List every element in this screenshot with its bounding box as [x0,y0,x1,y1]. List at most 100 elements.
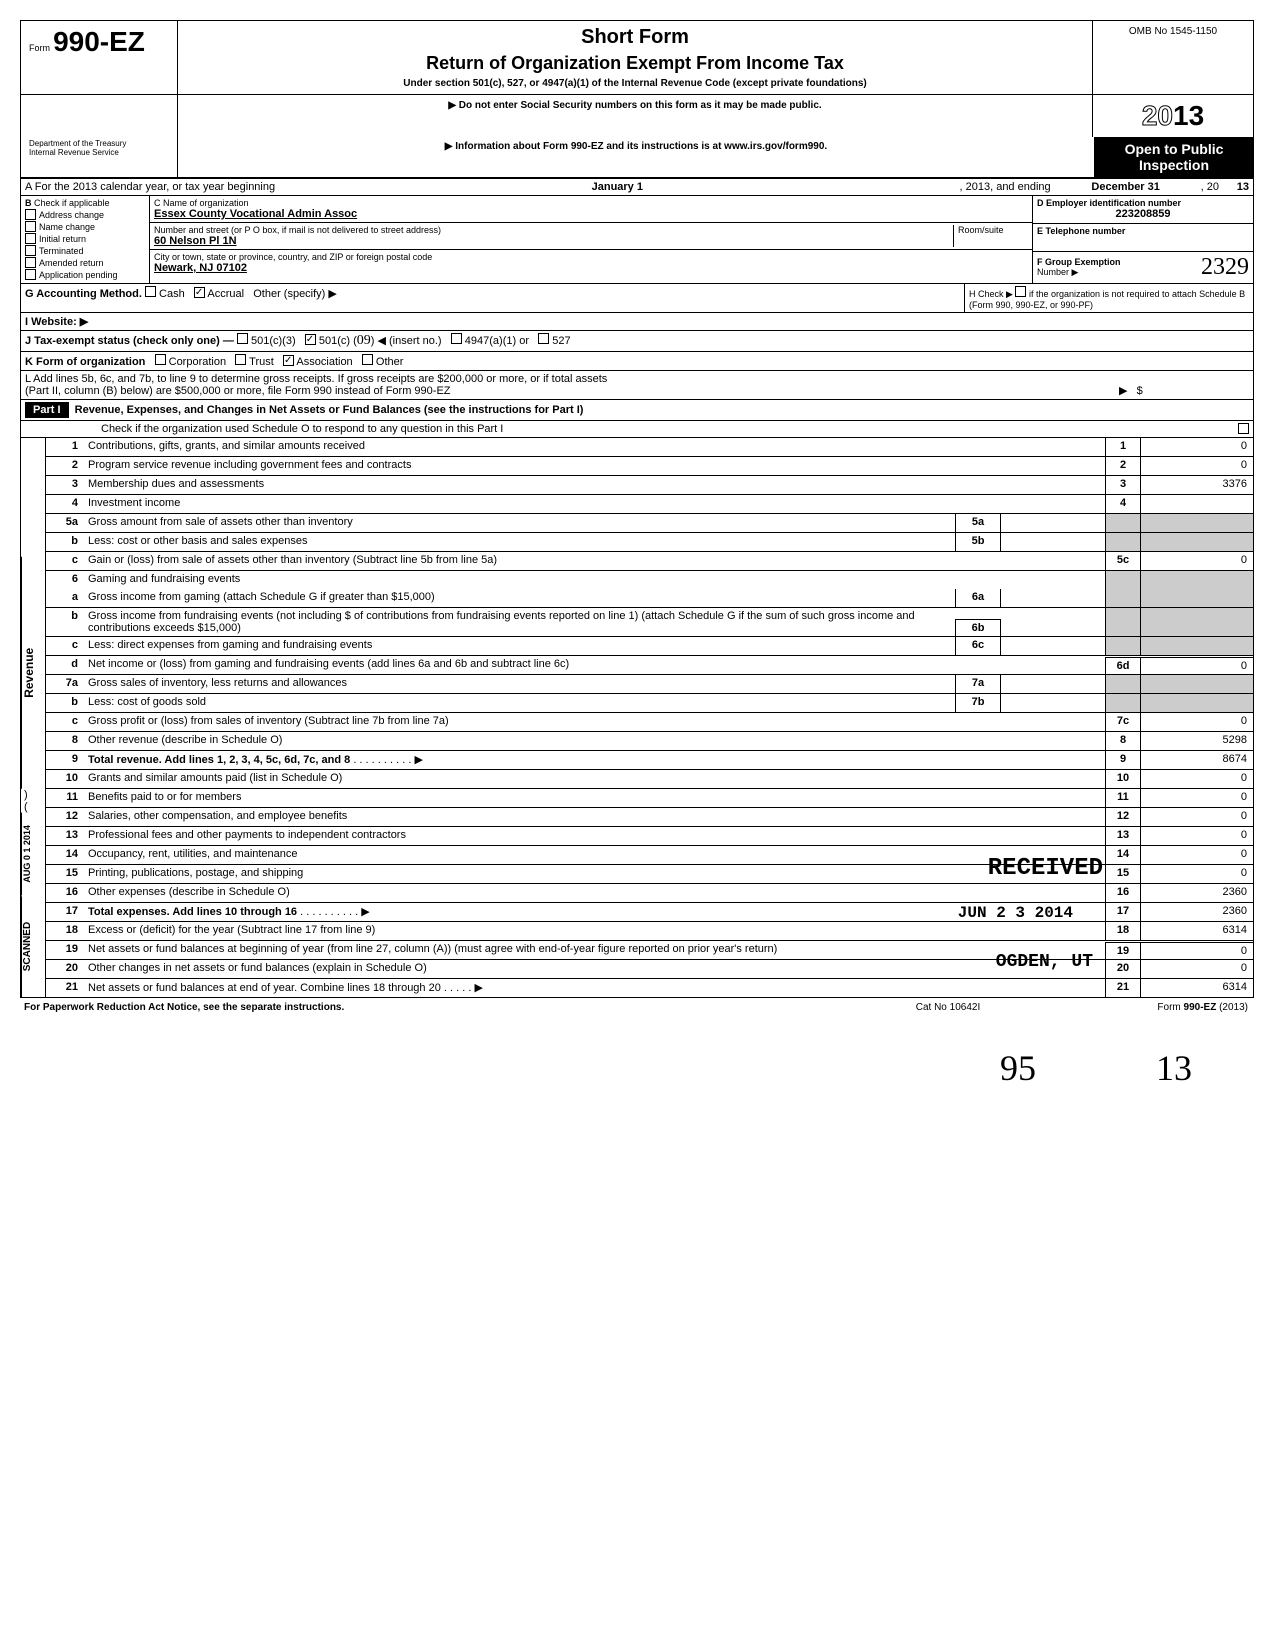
c-label: C Name of organization [154,198,1028,208]
line-5c: c Gain or (loss) from sale of assets oth… [46,552,1253,571]
l8-n: 8 [46,732,84,750]
line-21: 21 Net assets or fund balances at end of… [46,979,1253,997]
checkbox-501c3[interactable] [237,333,248,344]
spacer [21,95,178,137]
checkbox-name[interactable] [25,221,36,232]
rowA-end: December 31 [1051,181,1201,193]
l11-v: 0 [1140,789,1253,807]
l8-d: Other revenue (describe in Schedule O) [84,732,1105,750]
l9-v: 8674 [1140,751,1253,769]
j-a1: 4947(a)(1) or [465,335,529,347]
line-10: 10 Grants and similar amounts paid (list… [46,770,1253,789]
part1-check-row: Check if the organization used Schedule … [21,421,1253,438]
checkbox-corp[interactable] [155,354,166,365]
checkbox-amended[interactable] [25,257,36,268]
l5a-bs [1105,514,1140,532]
checkbox-trust[interactable] [235,354,246,365]
b-item-3: Terminated [39,246,84,256]
l13-b: 13 [1105,827,1140,845]
l4-b: 4 [1105,495,1140,513]
l5b-vs [1140,533,1253,551]
l7a-n: 7a [46,675,84,693]
checkbox-4947[interactable] [451,333,462,344]
checkbox-accrual[interactable] [194,287,205,298]
l5c-d: Gain or (loss) from sale of assets other… [84,552,1105,570]
checkbox-address[interactable] [25,209,36,220]
line-6a: a Gross income from gaming (attach Sched… [46,589,1253,608]
c-street: 60 Nelson Pl 1N [154,235,953,247]
l2-b: 2 [1105,457,1140,475]
l20-n: 20 [46,960,84,978]
b-item-2: Initial return [39,234,86,244]
dept2: Internal Revenue Service [29,148,169,157]
l6c-ib: 6c [955,637,1001,655]
row-i: I Website: ▶ [21,313,1253,331]
l12-d: Salaries, other compensation, and employ… [84,808,1105,826]
checkbox-assoc[interactable] [283,355,294,366]
b-header: B [25,198,32,208]
checkbox-pending[interactable] [25,269,36,280]
c-street-row: Number and street (or P O box, if mail i… [150,223,1032,250]
l4-v [1140,495,1253,513]
c-city-row: City or town, state or province, country… [150,250,1032,276]
l19-n: 19 [46,941,84,959]
l7a-bs [1105,675,1140,693]
footer-mid: Cat No 10642I [848,1002,1048,1013]
c-name: Essex County Vocational Admin Assoc [154,208,1028,220]
l6c-d: Less: direct expenses from gaming and fu… [84,637,955,655]
l14-b: 14 [1105,846,1140,864]
l5a-iv [1001,514,1105,532]
col-b: B Check if applicable Address change Nam… [21,196,150,283]
l12-n: 12 [46,808,84,826]
hand-95: 95 [1000,1047,1036,1089]
checkbox-initial[interactable] [25,233,36,244]
return-title: Return of Organization Exempt From Incom… [183,53,1087,74]
l17-n: 17 [46,903,84,921]
k-assoc: Association [296,356,352,368]
checkbox-h[interactable] [1015,286,1026,297]
checkbox-part1[interactable] [1238,423,1249,434]
inspection: Inspection [1099,157,1249,173]
l14-d: Occupancy, rent, utilities, and maintena… [84,846,1105,864]
j-cend: ) ◀ (insert no.) [371,335,442,347]
l-text1: L Add lines 5b, 6c, and 7b, to line 9 to… [25,373,1119,385]
k-trust: Trust [249,356,274,368]
g-label: G Accounting Method. [25,288,142,300]
l1-b: 1 [1105,438,1140,456]
k-label: K Form of organization [25,356,145,368]
line-4: 4 Investment income 4 [46,495,1253,514]
l6a-iv [1001,589,1105,607]
l8-b: 8 [1105,732,1140,750]
l5a-n: 5a [46,514,84,532]
row-g: G Accounting Method. Cash Accrual Other … [21,284,1253,313]
l5a-vs [1140,514,1253,532]
line-13: 13 Professional fees and other payments … [46,827,1253,846]
checkbox-527[interactable] [538,333,549,344]
checkbox-terminated[interactable] [25,245,36,256]
l2-v: 0 [1140,457,1253,475]
l13-v: 0 [1140,827,1253,845]
l7b-d: Less: cost of goods sold [84,694,955,712]
title-cell: Short Form Return of Organization Exempt… [178,21,1092,94]
l6-d: Gaming and fundraising events [84,571,1105,589]
c-city-label: City or town, state or province, country… [154,252,1028,262]
c-room-label: Room/suite [953,225,1028,247]
l5b-d: Less: cost or other basis and sales expe… [84,533,955,551]
b-item-5: Application pending [39,270,118,280]
l21-b: 21 [1105,979,1140,997]
line-5a: 5a Gross amount from sale of assets othe… [46,514,1253,533]
l7c-n: c [46,713,84,731]
c-city: Newark, NJ 07102 [154,262,1028,274]
g-accrual: Accrual [207,288,244,300]
bottom-handwritten: 95 13 [20,1017,1252,1089]
line-11: 11 Benefits paid to or for members 11 0 [46,789,1253,808]
l7b-bs [1105,694,1140,712]
l5b-n: b [46,533,84,551]
checkbox-cash[interactable] [145,286,156,297]
l5b-iv [1001,533,1105,551]
short-form-title: Short Form [183,26,1087,49]
checkbox-kother[interactable] [362,354,373,365]
l6b-n: b [46,608,84,636]
checkbox-501c[interactable] [305,334,316,345]
line-7a: 7a Gross sales of inventory, less return… [46,675,1253,694]
